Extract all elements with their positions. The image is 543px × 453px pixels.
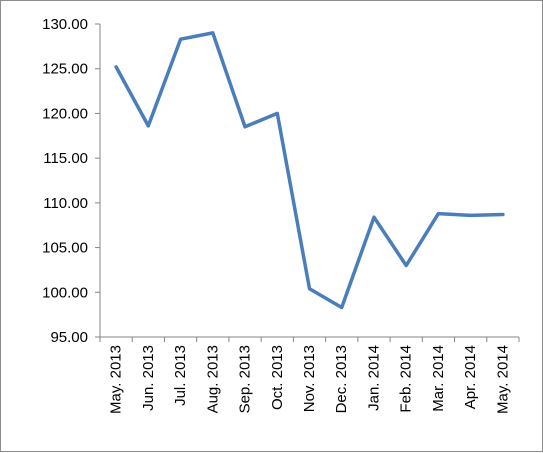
x-tick-label: Feb. 2014	[398, 345, 415, 413]
data-point	[469, 213, 473, 217]
y-tick-label: 120.00	[42, 105, 88, 122]
data-point	[243, 125, 247, 129]
x-tick-label: Jan. 2014	[365, 345, 382, 411]
x-tick-label: Aug. 2013	[204, 345, 221, 413]
x-tick-label: Sep. 2013	[237, 345, 254, 413]
x-tick-label: Jul. 2013	[172, 345, 189, 406]
x-tick-label: Jun. 2013	[140, 345, 157, 411]
data-point	[501, 212, 505, 216]
x-tick-label: May. 2014	[494, 345, 511, 414]
x-tick-label: May. 2013	[108, 345, 125, 414]
data-point	[436, 212, 440, 216]
data-point	[340, 305, 344, 309]
x-tick-label: Oct. 2013	[269, 345, 286, 410]
data-point	[114, 65, 118, 69]
y-tick-label: 115.00	[43, 150, 88, 167]
y-tick-label: 105.00	[42, 240, 88, 257]
x-tick-label: Apr. 2014	[462, 345, 479, 409]
y-tick-label: 95.00	[50, 329, 88, 346]
y-tick-label: 125.00	[42, 61, 88, 78]
series-group	[114, 31, 505, 310]
data-point	[372, 215, 376, 219]
data-point	[146, 124, 150, 128]
y-axis: 95.00 100.00 105.00 110.00 115.00 120.00 125.0…	[42, 16, 101, 346]
x-axis: May. 2013 Jun. 2013 Jul. 2013 Aug. 2013 Sep.…	[99, 336, 520, 414]
y-tick-label: 130.00	[42, 16, 88, 33]
y-tick-label: 110.00	[43, 195, 88, 212]
x-tick-label: Mar. 2014	[430, 345, 447, 412]
series-line	[114, 31, 505, 310]
y-tick-label: 100.00	[42, 284, 88, 301]
data-point	[308, 287, 311, 291]
x-tick-label: Dec. 2013	[333, 345, 350, 413]
data-point	[211, 31, 215, 35]
x-tick-label: Nov. 2013	[301, 345, 318, 412]
data-point	[275, 111, 279, 115]
data-point	[404, 263, 408, 267]
data-point	[179, 37, 183, 41]
